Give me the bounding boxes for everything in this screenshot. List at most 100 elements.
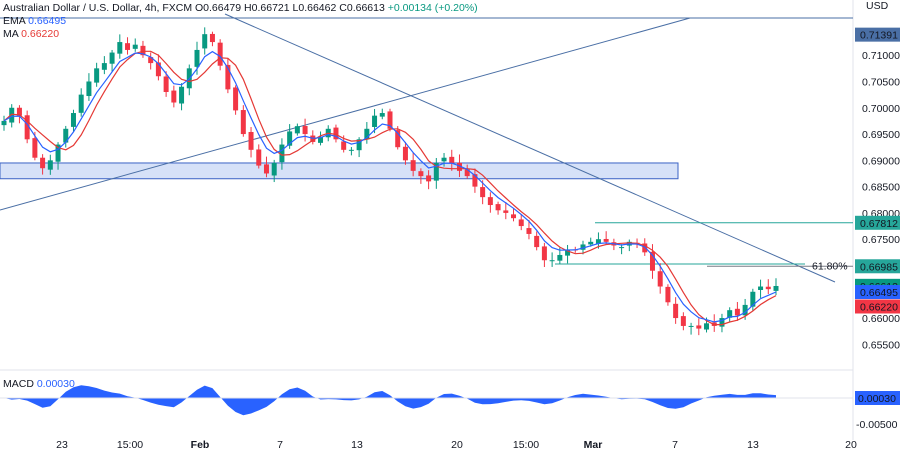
- candle-body: [503, 210, 509, 213]
- candle-body: [94, 68, 100, 83]
- candle-body: [642, 243, 648, 253]
- candle-body: [109, 52, 115, 64]
- candle: [595, 232, 601, 249]
- candle: [395, 126, 401, 150]
- candle-body: [125, 43, 131, 50]
- candle-body: [526, 228, 532, 234]
- candle-body: [549, 260, 555, 262]
- candle-body: [603, 238, 609, 242]
- candle-body: [279, 144, 285, 163]
- candle-body: [464, 169, 470, 177]
- candle-body: [511, 214, 517, 219]
- candle-body: [155, 62, 161, 77]
- candle-body: [441, 157, 447, 162]
- price-tick-label: 0.68500: [862, 182, 900, 194]
- candle: [256, 144, 262, 169]
- candle: [696, 318, 702, 336]
- candle-body: [171, 90, 177, 103]
- candle-body: [256, 149, 262, 166]
- price-badge-label: 0.66220: [860, 301, 898, 313]
- price-badge-label: 0.66985: [860, 261, 898, 273]
- fib-label: 61.80%: [812, 260, 848, 272]
- candle-body: [765, 286, 771, 290]
- price-tick-label: 0.69500: [862, 129, 900, 141]
- support-zone: [0, 162, 679, 180]
- candle: [101, 56, 107, 75]
- high-value: 0.66721: [251, 2, 290, 14]
- candle-body: [233, 87, 239, 111]
- candle: [364, 122, 370, 144]
- candle: [302, 118, 308, 142]
- price-tick-label: 0.70500: [862, 76, 900, 88]
- candle: [333, 124, 339, 143]
- macd-badge-label: 0.00030: [858, 393, 896, 405]
- ma-legend[interactable]: MA 0.66220: [3, 28, 59, 41]
- low-label: L: [292, 2, 299, 14]
- candle-body: [318, 136, 324, 143]
- price-badge-label: 0.67812: [860, 218, 898, 230]
- candle: [619, 244, 625, 255]
- candle-body: [194, 49, 200, 67]
- price-badge-bg: [855, 259, 900, 274]
- candle-body: [727, 310, 733, 318]
- candle: [410, 152, 416, 177]
- open-label: O: [194, 2, 204, 14]
- candle: [55, 142, 61, 170]
- candle: [47, 154, 53, 175]
- candle: [179, 83, 185, 111]
- time-tick-label: 7: [277, 439, 283, 451]
- ema-label: EMA: [3, 15, 26, 27]
- candle-body: [433, 162, 439, 181]
- ema-legend[interactable]: EMA 0.66495: [3, 15, 66, 28]
- macd-legend[interactable]: MACD 0.00030: [3, 378, 75, 391]
- price-badge: 0.66985: [855, 259, 900, 274]
- time-tick-label: 20: [451, 439, 463, 451]
- time-tick-label: 15:00: [117, 439, 143, 451]
- candle: [63, 125, 69, 148]
- candle-body: [402, 146, 408, 161]
- price-tick-label: 0.71000: [862, 50, 900, 62]
- candle: [148, 52, 154, 70]
- candle-body: [294, 126, 300, 134]
- candle: [565, 244, 571, 264]
- candle: [171, 85, 177, 108]
- macd-badge: 0.00030: [855, 391, 900, 405]
- price-badge: 0.66220: [855, 299, 900, 314]
- candle: [109, 49, 115, 72]
- time-tick-label: 15:00: [513, 439, 539, 451]
- candle: [511, 207, 517, 222]
- time-tick-label: 7: [672, 439, 678, 451]
- candle-body: [263, 164, 269, 174]
- candle-body: [387, 111, 393, 129]
- time-tick-label: 13: [351, 439, 363, 451]
- price-tick-label: 0.66000: [862, 313, 900, 325]
- symbol-title: Australian Dollar / U.S. Dollar, 4h, FXC…: [3, 2, 193, 14]
- candle-body: [580, 244, 586, 250]
- candle: [464, 164, 470, 179]
- price-badge: 0.67812: [855, 215, 900, 230]
- candle-body: [364, 128, 370, 140]
- candle: [541, 242, 547, 267]
- symbol-header: Australian Dollar / U.S. Dollar, 4h, FXC…: [3, 2, 478, 15]
- ema-value: 0.66495: [28, 15, 67, 27]
- close-value: 0.66613: [346, 2, 385, 14]
- price-tick-label: 0.67500: [862, 234, 900, 246]
- price-axis: 0.71000 0.70500 0.70000 0.69500 0.69000 0.685…: [855, 0, 900, 431]
- candle: [155, 54, 161, 81]
- candle-body: [742, 304, 748, 316]
- candle-body: [557, 254, 563, 261]
- candle-body: [480, 187, 486, 198]
- candle-body: [16, 107, 22, 116]
- candle-body: [541, 246, 547, 261]
- candle: [426, 170, 432, 190]
- candle: [318, 131, 324, 146]
- candle-body: [248, 131, 254, 150]
- candle: [758, 279, 764, 298]
- ema-line: [3, 50, 777, 323]
- candle: [1, 115, 7, 131]
- candle: [387, 108, 393, 132]
- macd-tick-label: -0.00500: [856, 419, 898, 431]
- candle: [626, 239, 632, 252]
